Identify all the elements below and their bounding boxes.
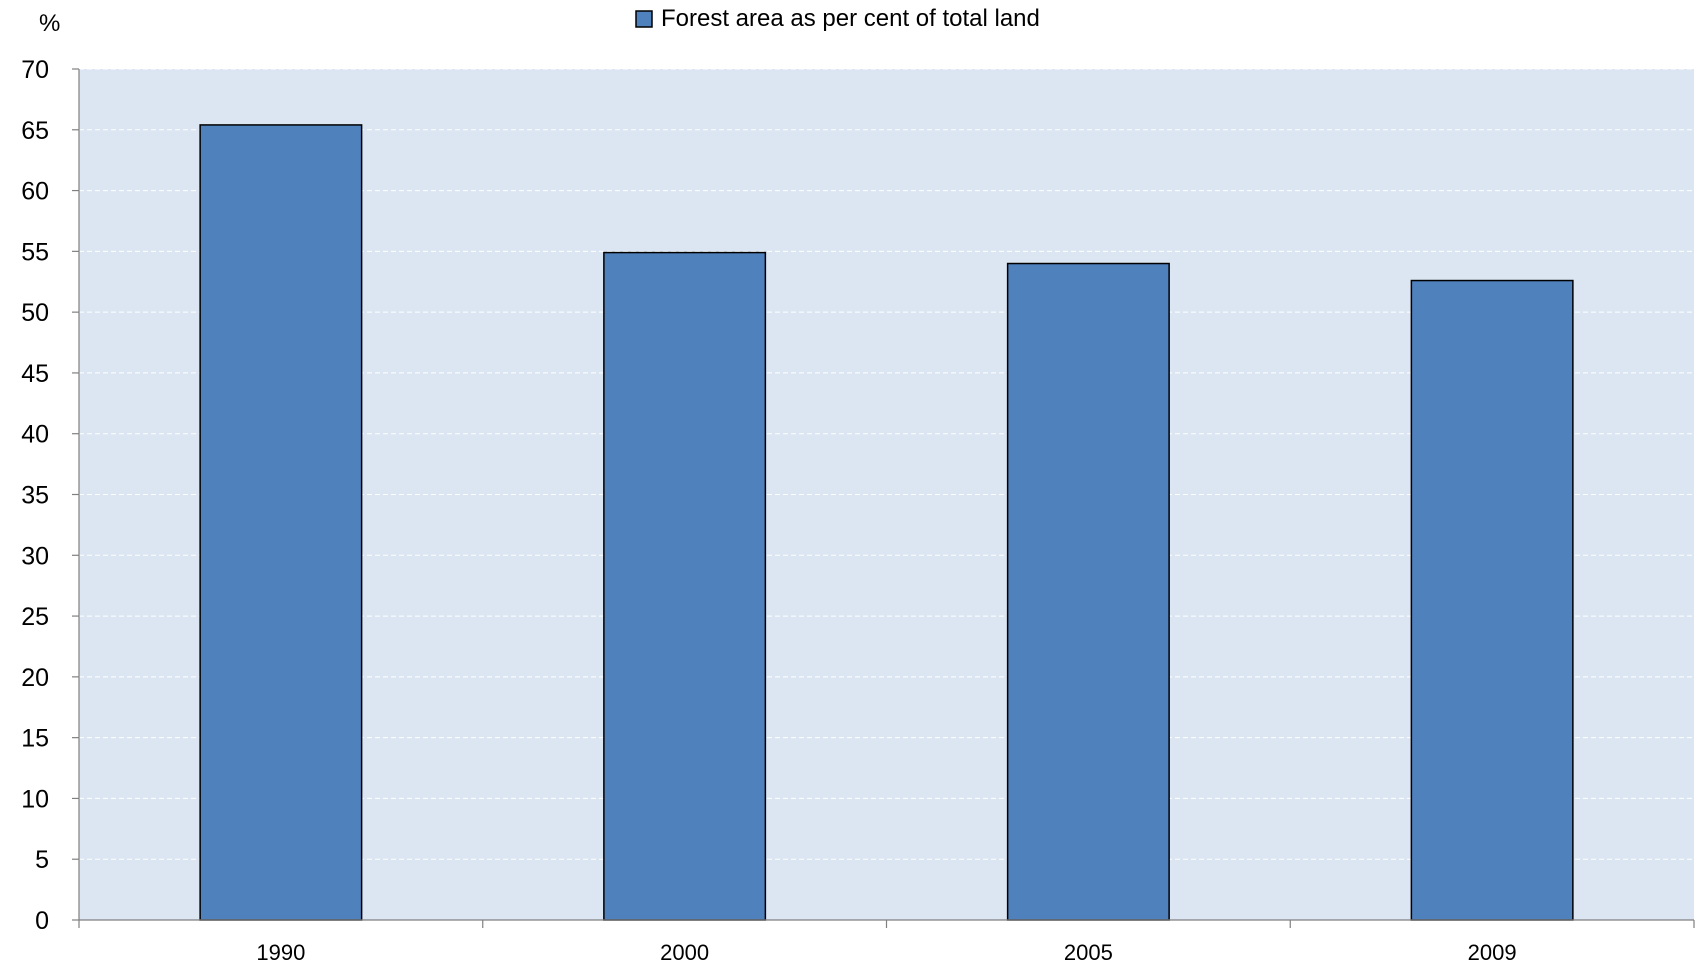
y-tick-label: 60 [21,178,49,206]
y-tick-label: 35 [21,482,49,510]
y-tick-label: 20 [21,664,49,692]
x-tick-label-2000: 2000 [660,940,709,965]
bar-1990 [199,124,363,921]
bar-2000 [603,251,767,921]
y-tick-label: 50 [21,299,49,327]
plot-area: 0 5 10 15 20 25 30 35 40 45 50 55 60 65 70 1990 2000 2005… [21,56,1695,965]
y-tick-label: 5 [35,846,49,874]
bar-2005 [1006,262,1170,921]
legend-label: Forest area as per cent of total land [661,5,1040,32]
x-tick-label-2009: 2009 [1468,940,1517,965]
y-tick-label: 0 [35,907,49,935]
x-tick-label-2005: 2005 [1064,940,1113,965]
y-tick-label: 15 [21,725,49,753]
y-tick-label: 10 [21,785,49,813]
y-tick-label: 25 [21,603,49,631]
x-tick-label-1990: 1990 [256,940,305,965]
y-tick-label: 45 [21,360,49,388]
y-tick-label: 70 [21,56,49,84]
legend: Forest area as per cent of total land [635,5,1040,32]
y-tick-label: 30 [21,542,49,570]
legend-swatch [635,10,653,28]
y-tick-label: 55 [21,238,49,266]
y-tick-label: 65 [21,117,49,145]
y-axis-unit-label: % [39,10,60,37]
bar-2009 [1410,279,1574,921]
y-tick-label: 40 [21,421,49,449]
